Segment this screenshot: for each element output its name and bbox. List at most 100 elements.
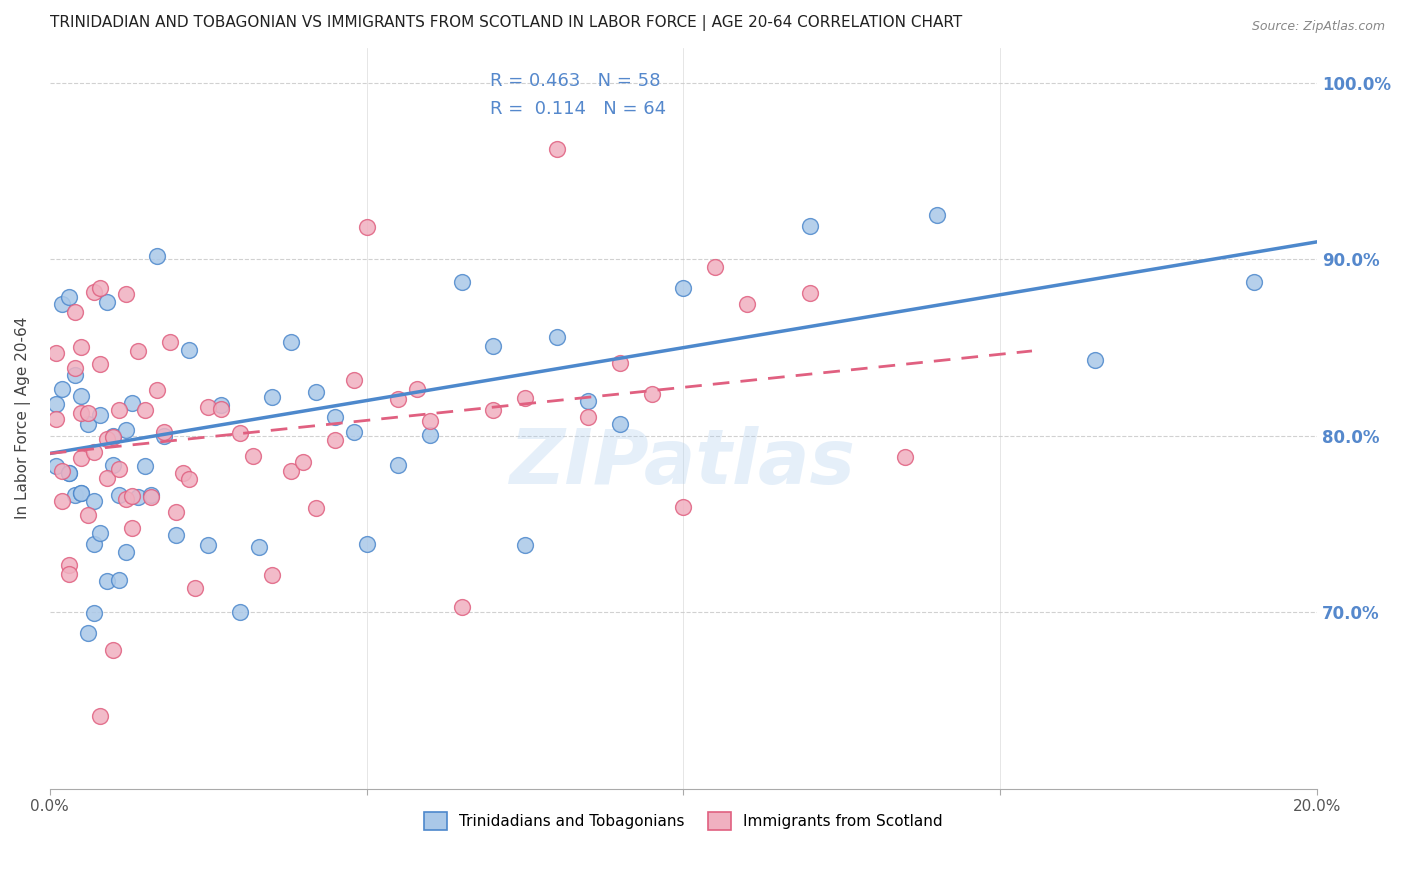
Point — [641, 387, 664, 401]
Point — [96, 294, 118, 309]
Point — [343, 373, 366, 387]
Point — [323, 410, 346, 425]
Point — [546, 330, 568, 344]
Point — [159, 334, 181, 349]
Point — [609, 356, 631, 370]
Point — [89, 709, 111, 723]
Point — [576, 393, 599, 408]
Point — [63, 488, 86, 502]
Point — [63, 368, 86, 382]
Text: ZIPatlas: ZIPatlas — [510, 425, 856, 500]
Point — [672, 500, 695, 514]
Point — [76, 508, 98, 523]
Point — [576, 409, 599, 424]
Point — [1243, 276, 1265, 290]
Point — [482, 339, 505, 353]
Point — [179, 343, 201, 358]
Point — [229, 426, 252, 441]
Point — [121, 489, 143, 503]
Point — [292, 455, 315, 469]
Point — [229, 605, 252, 619]
Point — [450, 599, 472, 614]
Legend: Trinidadians and Tobagonians, Immigrants from Scotland: Trinidadians and Tobagonians, Immigrants… — [418, 805, 949, 837]
Point — [280, 464, 302, 478]
Point — [51, 494, 73, 508]
Point — [70, 486, 93, 500]
Point — [76, 417, 98, 431]
Point — [166, 528, 188, 542]
Point — [146, 249, 169, 263]
Point — [546, 142, 568, 156]
Point — [89, 357, 111, 371]
Point — [83, 285, 105, 299]
Point — [280, 334, 302, 349]
Point — [894, 450, 917, 465]
Point — [101, 429, 124, 443]
Point — [925, 208, 948, 222]
Point — [45, 397, 67, 411]
Point — [96, 471, 118, 485]
Point — [108, 487, 131, 501]
Point — [96, 574, 118, 588]
Point — [260, 390, 283, 404]
Point — [114, 545, 136, 559]
Text: Source: ZipAtlas.com: Source: ZipAtlas.com — [1251, 20, 1385, 33]
Point — [387, 458, 409, 472]
Point — [242, 450, 264, 464]
Point — [51, 382, 73, 396]
Point — [83, 493, 105, 508]
Text: R =  0.114   N = 64: R = 0.114 N = 64 — [489, 100, 665, 118]
Point — [305, 500, 328, 515]
Point — [247, 541, 270, 555]
Point — [121, 520, 143, 534]
Point — [387, 392, 409, 407]
Point — [45, 346, 67, 360]
Point — [58, 566, 80, 581]
Point — [134, 403, 156, 417]
Point — [153, 425, 176, 439]
Point — [450, 275, 472, 289]
Point — [735, 297, 758, 311]
Point — [70, 388, 93, 402]
Point — [70, 406, 93, 420]
Point — [108, 402, 131, 417]
Point — [70, 486, 93, 500]
Point — [197, 400, 219, 414]
Point — [343, 425, 366, 439]
Point — [305, 385, 328, 400]
Point — [76, 405, 98, 419]
Point — [513, 391, 536, 405]
Point — [63, 305, 86, 319]
Point — [419, 414, 441, 428]
Point — [127, 490, 149, 504]
Point — [356, 220, 378, 235]
Point — [83, 607, 105, 621]
Point — [76, 625, 98, 640]
Point — [799, 286, 821, 301]
Point — [260, 568, 283, 582]
Point — [146, 383, 169, 397]
Text: TRINIDADIAN AND TOBAGONIAN VS IMMIGRANTS FROM SCOTLAND IN LABOR FORCE | AGE 20-6: TRINIDADIAN AND TOBAGONIAN VS IMMIGRANTS… — [49, 15, 962, 31]
Point — [70, 450, 93, 465]
Point — [406, 382, 429, 396]
Point — [419, 427, 441, 442]
Point — [96, 432, 118, 446]
Point — [51, 296, 73, 310]
Point — [672, 281, 695, 295]
Point — [89, 281, 111, 295]
Point — [179, 472, 201, 486]
Point — [153, 428, 176, 442]
Point — [101, 458, 124, 472]
Point — [108, 573, 131, 587]
Point — [609, 417, 631, 431]
Point — [127, 343, 149, 358]
Text: R = 0.463   N = 58: R = 0.463 N = 58 — [489, 72, 659, 90]
Point — [101, 430, 124, 444]
Point — [139, 488, 162, 502]
Point — [58, 290, 80, 304]
Point — [482, 402, 505, 417]
Point — [356, 537, 378, 551]
Point — [114, 491, 136, 506]
Point — [58, 466, 80, 480]
Point — [70, 341, 93, 355]
